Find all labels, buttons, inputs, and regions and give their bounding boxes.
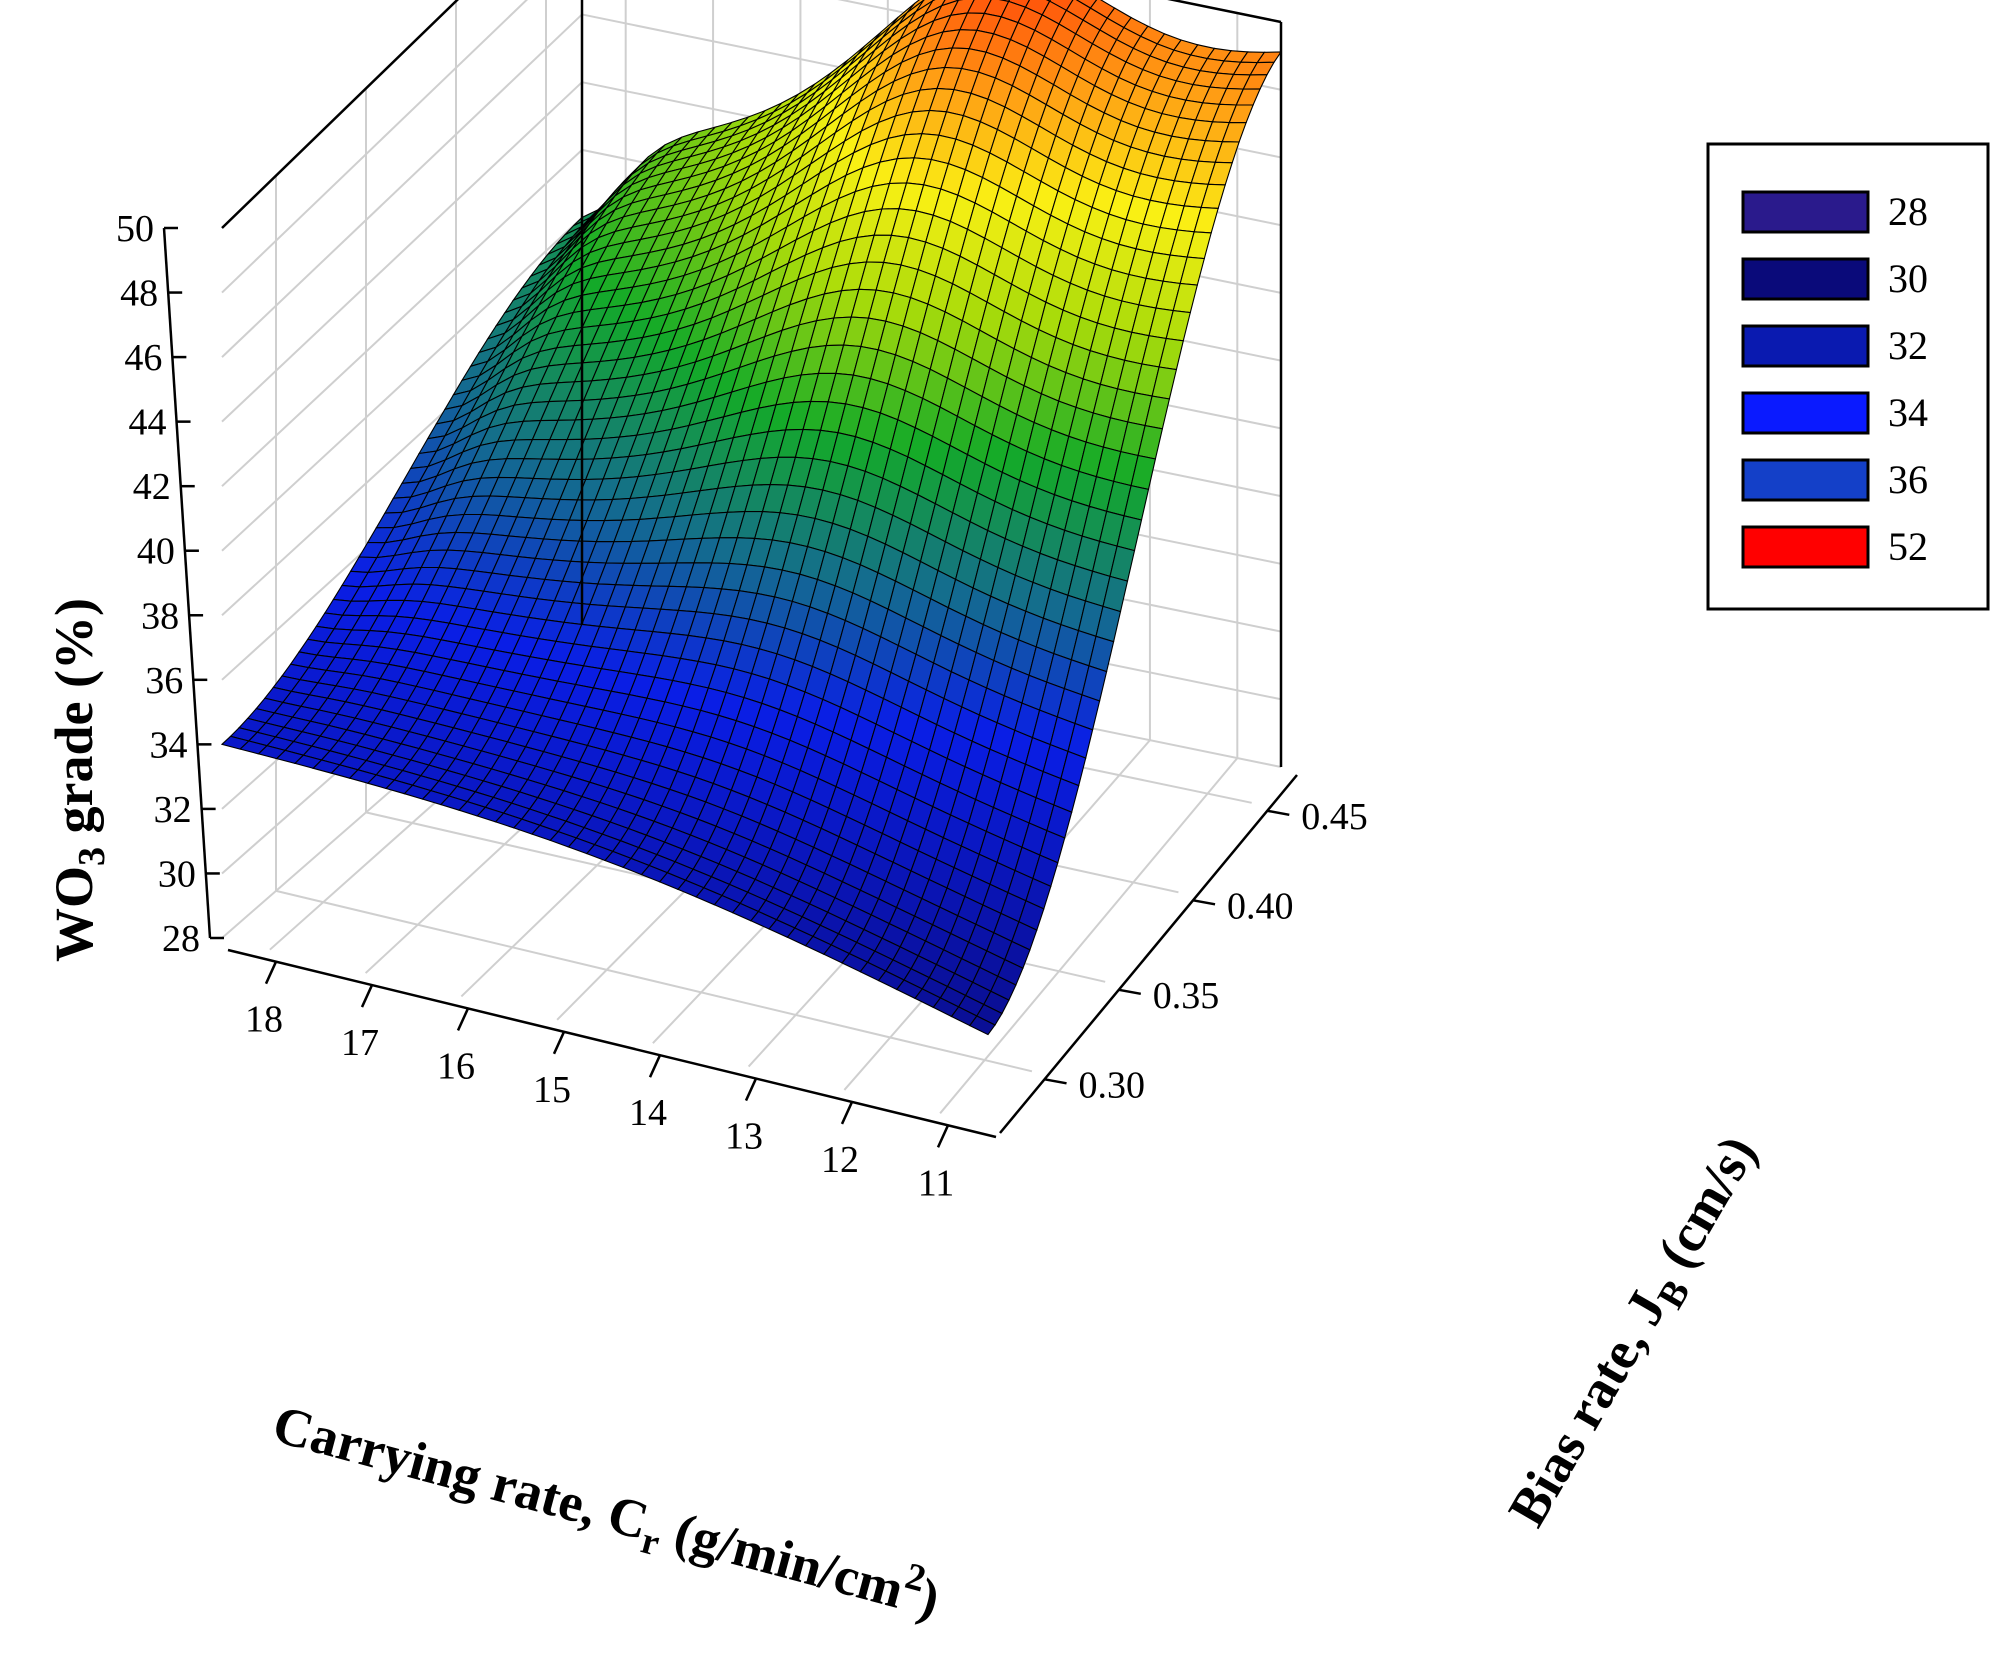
z-tick-label: 42 [133, 466, 171, 508]
z-tick-label: 34 [149, 724, 187, 766]
x-axis-tick [360, 984, 374, 1008]
z-tick-label: 38 [141, 595, 179, 637]
x-axis-tick [648, 1054, 662, 1078]
x-tick-label: 17 [341, 1022, 379, 1064]
y-axis-tick [1044, 1078, 1067, 1085]
y-tick-label: 0.35 [1153, 975, 1220, 1017]
y-axis-title: Bias rate, JB (cm/s) [1496, 1126, 1775, 1541]
z-tick-label: 44 [129, 402, 167, 444]
grid-line [221, 0, 528, 294]
x-tick-label: 14 [629, 1092, 667, 1134]
x-axis-tick [744, 1078, 758, 1102]
x-axis-tick [264, 961, 278, 985]
y-axis-tick [1192, 899, 1216, 906]
surface-mesh [220, 0, 1283, 1036]
legend-label: 52 [1888, 524, 1928, 569]
legend-label: 34 [1888, 390, 1928, 435]
grid-line [221, 13, 583, 358]
z-tick-label: 48 [120, 273, 158, 315]
legend-label: 32 [1888, 323, 1928, 368]
y-tick-label: 0.30 [1079, 1064, 1146, 1106]
axes [162, 0, 1298, 1148]
y-tick-label: 0.45 [1301, 796, 1368, 838]
legend-swatch [1741, 391, 1870, 435]
z-tick-label: 28 [162, 918, 200, 960]
legend-swatch [1741, 324, 1870, 368]
x-tick-label: 16 [437, 1045, 475, 1087]
y-tick-label: 0.40 [1227, 885, 1294, 927]
z-tick-label: 36 [145, 660, 183, 702]
legend-swatch [1741, 257, 1870, 301]
surface-facet [968, 1015, 996, 1036]
z-axis-line [162, 227, 212, 939]
z-tick-label: 46 [124, 337, 162, 379]
legend: 28 30 32 34 36 52 [1706, 142, 1990, 611]
x-tick-label: 12 [821, 1139, 859, 1181]
z-tick-label: 40 [137, 531, 175, 573]
grid-line [221, 81, 583, 423]
x-tick-label: 18 [245, 999, 283, 1041]
grid-line [221, 216, 583, 552]
legend-label: 36 [1888, 457, 1928, 502]
x-axis-title: Carrying rate, Cr (g/min/cm2) [265, 1387, 948, 1638]
z-tick-label: 50 [116, 208, 154, 250]
z-axis-title: WO3 grade (%) [44, 598, 113, 962]
legend-swatch [1741, 458, 1870, 502]
x-axis-tick [936, 1124, 950, 1148]
grid-line [221, 149, 583, 487]
box-edge [221, 0, 459, 229]
grid-line [275, 889, 1033, 1073]
legend-swatch [1741, 525, 1870, 569]
z-tick-label: 30 [158, 853, 196, 895]
y-axis-tick [1267, 809, 1290, 817]
x-axis-line [227, 948, 997, 1139]
z-tick-label: 32 [154, 789, 192, 831]
x-axis-tick [840, 1101, 854, 1125]
legend-swatch [1741, 190, 1870, 234]
grid-line [939, 757, 1239, 1114]
tick-labels: 28 30 32 34 36 38 40 42 44 46 48 50 18 17 16 15 14 13 12 11… [116, 208, 1368, 1204]
y-axis-line [999, 774, 1298, 1134]
x-tick-label: 11 [918, 1162, 955, 1204]
y-axis-tick [1118, 988, 1142, 996]
x-axis-tick [456, 1007, 470, 1031]
x-axis-tick [552, 1031, 566, 1055]
x-tick-label: 15 [533, 1069, 571, 1111]
legend-label: 30 [1888, 256, 1928, 301]
x-tick-label: 13 [725, 1116, 763, 1158]
legend-label: 28 [1888, 189, 1928, 234]
